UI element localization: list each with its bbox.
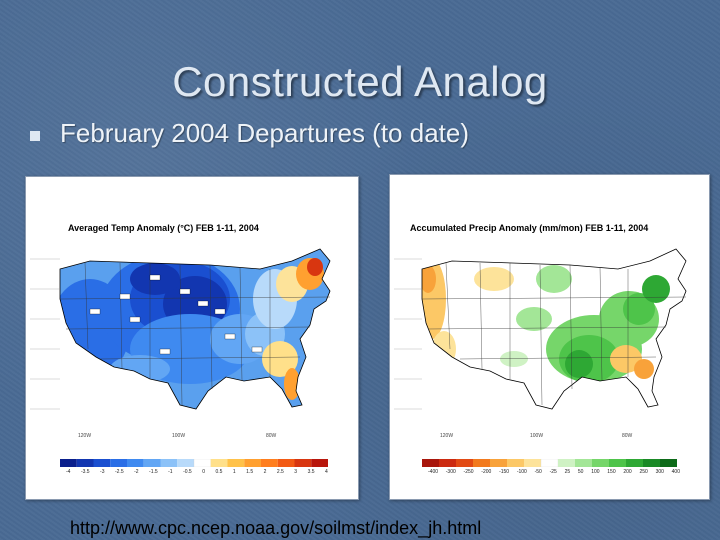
bullet-text: February 2004 Departures (to date) (60, 118, 469, 148)
slide-title: Constructed Analog (172, 58, 548, 105)
precip-colorbar (422, 459, 677, 467)
axis-tick: 100W (172, 433, 186, 439)
axis-tick: 80W (266, 433, 277, 439)
precip-map-title: Accumulated Precip Anomaly (mm/mon) FEB … (410, 223, 649, 233)
temp-map-title: Averaged Temp Anomaly (°C) FEB 1-11, 200… (68, 223, 259, 233)
precip-colorbar-labels: -400 -300 -250 -200 -150 -100 -50 -25 25… (428, 469, 680, 475)
temp-colorbar (60, 459, 328, 467)
axis-tick: 80W (622, 433, 633, 439)
precip-anomaly-figure: Accumulated Precip Anomaly (mm/mon) FEB … (389, 174, 710, 500)
temp-colorbar-labels: -4 -3.5 -3 -2.5 -2 -1.5 -1 -0.5 0 0.5 1 … (66, 469, 328, 475)
source-url[interactable]: http://www.cpc.ncep.noaa.gov/soilmst/ind… (70, 518, 482, 538)
temp-anomaly-figure: Averaged Temp Anomaly (°C) FEB 1-11, 200… (25, 176, 359, 500)
bullet-item: February 2004 Departures (to date) (30, 118, 469, 149)
temp-anomaly-map (30, 239, 354, 449)
axis-tick: 100W (530, 433, 544, 439)
axis-tick: 120W (440, 433, 454, 439)
precip-anomaly-map (394, 239, 704, 449)
axis-tick: 120W (78, 433, 92, 439)
square-bullet-icon (30, 130, 40, 141)
